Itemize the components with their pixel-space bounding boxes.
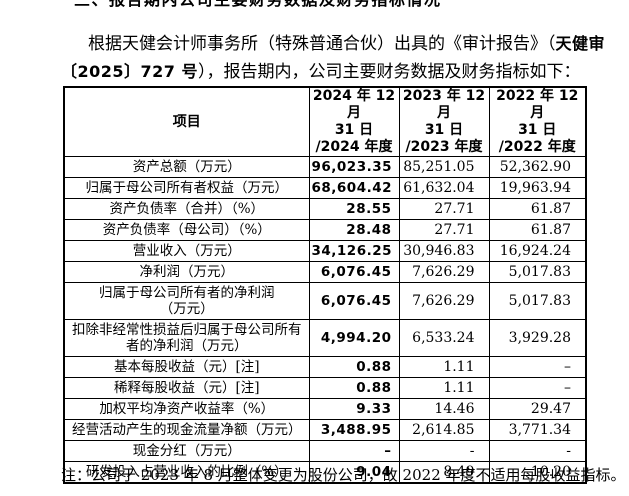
intro-text: 根据天健会计师事务所（特殊普通合伙）出具的《审计报告》（ xyxy=(88,34,556,54)
table-row: 基本每股收益（元）[注] 0.88 1.11 – xyxy=(63,356,587,378)
value-2022: 3,929.28 xyxy=(488,319,587,357)
row-label: 基本每股收益（元）[注] xyxy=(63,356,310,378)
value-2022: 61.87 xyxy=(488,219,587,241)
header-2024-column: 2024 年 12 月 31 日 /2024 年度 xyxy=(308,86,400,157)
value-2022: 16,924.24 xyxy=(488,240,587,262)
value-2023: 61,632.04 xyxy=(398,177,490,199)
row-label: 扣除非经常性损益后归属于母公司所有 者的净利润（万元） xyxy=(63,319,310,357)
value-2024: – xyxy=(308,440,400,462)
value-2022: – xyxy=(488,356,587,378)
table-row: 加权平均净资产收益率（%） 9.33 14.46 29.47 xyxy=(63,398,587,420)
table-row: 稀释每股收益（元）[注] 0.88 1.11 – xyxy=(63,377,587,399)
value-2023: 85,251.05 xyxy=(398,156,490,178)
row-label: 资产总额（万元） xyxy=(63,156,310,178)
intro-paragraph: 根据天健会计师事务所（特殊普通合伙）出具的《审计报告》（天健审 〔2025〕72… xyxy=(61,30,606,86)
row-label: 资产负债率（合并）（%） xyxy=(63,198,310,220)
table-row: 营业收入（万元） 34,126.25 30,946.83 16,924.24 xyxy=(63,240,587,262)
table-row: 归属于母公司所有者权益（万元） 68,604.42 61,632.04 19,9… xyxy=(63,177,587,199)
row-label: 研发投入占营业收入的比例（%） xyxy=(63,461,310,484)
table-row: 经营活动产生的现金流量净额（万元） 3,488.95 2,614.85 3,77… xyxy=(63,419,587,441)
header-2023-column: 2023 年 12 月 31 日 /2023 年度 xyxy=(398,86,490,157)
value-2024: 68,604.42 xyxy=(308,177,400,199)
value-2024: 6,076.45 xyxy=(308,261,400,283)
row-label: 归属于母公司所有者权益（万元） xyxy=(63,177,310,199)
table-header-row: 项目 2024 年 12 月 31 日 /2024 年度 2023 年 12 月… xyxy=(63,86,587,157)
value-2024: 4,994.20 xyxy=(308,319,400,357)
value-2024: 96,023.35 xyxy=(308,156,400,178)
row-label: 加权平均净资产收益率（%） xyxy=(63,398,310,420)
value-2024: 3,488.95 xyxy=(308,419,400,441)
table-row: 扣除非经常性损益后归属于母公司所有 者的净利润（万元） 4,994.20 6,5… xyxy=(63,319,587,357)
intro-paragraph-line1: 根据天健会计师事务所（特殊普通合伙）出具的《审计报告》（天健审 xyxy=(61,30,606,58)
value-2023: - xyxy=(398,440,490,462)
value-2022: - xyxy=(488,440,587,462)
value-2022: 10.20 xyxy=(488,461,587,484)
header-item-column: 项目 xyxy=(63,86,310,157)
value-2023: 27.71 xyxy=(398,219,490,241)
value-2022: 5,017.83 xyxy=(488,282,587,320)
clipped-section-heading-text: 三、报告期内公司主要财务数据及财务指标情况 xyxy=(74,0,454,7)
table-body: 资产总额（万元） 96,023.35 85,251.05 52,362.90 归… xyxy=(63,156,587,484)
value-2023: 2,614.85 xyxy=(398,419,490,441)
value-2024: 6,076.45 xyxy=(308,282,400,320)
financial-indicators-table: 项目 2024 年 12 月 31 日 /2024 年度 2023 年 12 月… xyxy=(63,86,587,484)
table-row: 资产总额（万元） 96,023.35 85,251.05 52,362.90 xyxy=(63,156,587,178)
value-2022: 5,017.83 xyxy=(488,261,587,283)
intro-text: ），报告期内，公司主要财务数据及财务指标如下： xyxy=(198,62,581,82)
value-2022: 61.87 xyxy=(488,198,587,220)
value-2024: 0.88 xyxy=(308,356,400,378)
value-2022: – xyxy=(488,377,587,399)
value-2023: 7,626.29 xyxy=(398,261,490,283)
value-2023: 14.46 xyxy=(398,398,490,420)
value-2023: 7,626.29 xyxy=(398,282,490,320)
clipped-section-heading: 三、报告期内公司主要财务数据及财务指标情况 xyxy=(74,0,454,7)
value-2024: 28.55 xyxy=(308,198,400,220)
value-2023: 6,533.24 xyxy=(398,319,490,357)
value-2022: 52,362.90 xyxy=(488,156,587,178)
row-label: 资产负债率（母公司）（%） xyxy=(63,219,310,241)
value-2024: 28.48 xyxy=(308,219,400,241)
value-2022: 19,963.94 xyxy=(488,177,587,199)
row-label: 稀释每股收益（元）[注] xyxy=(63,377,310,399)
footnote: 注：公司于 2023 年 8 月整体变更为股份公司，故 2022 年度不适用每股… xyxy=(61,466,626,484)
table-row: 资产负债率（母公司）（%） 28.48 27.71 61.87 xyxy=(63,219,587,241)
value-2024: 0.88 xyxy=(308,377,400,399)
value-2023: 1.11 xyxy=(398,377,490,399)
table-row: 资产负债率（合并）（%） 28.55 27.71 61.87 xyxy=(63,198,587,220)
intro-paragraph-line2: 〔2025〕727 号），报告期内，公司主要财务数据及财务指标如下： xyxy=(61,58,606,86)
audit-report-number-bold: 天健审 xyxy=(555,34,606,53)
table-header: 项目 2024 年 12 月 31 日 /2024 年度 2023 年 12 月… xyxy=(63,86,587,157)
audit-report-number-bold: 〔2025〕727 号 xyxy=(61,62,199,81)
value-2022: 3,771.34 xyxy=(488,419,587,441)
row-label: 净利润（万元） xyxy=(63,261,310,283)
value-2022: 29.47 xyxy=(488,398,587,420)
value-2023: 8.49 xyxy=(398,461,490,484)
value-2024: 34,126.25 xyxy=(308,240,400,262)
value-2023: 30,946.83 xyxy=(398,240,490,262)
row-label: 经营活动产生的现金流量净额（万元） xyxy=(63,419,310,441)
header-2022-column: 2022 年 12 月 31 日 /2022 年度 xyxy=(488,86,587,157)
table-row: 净利润（万元） 6,076.45 7,626.29 5,017.83 xyxy=(63,261,587,283)
table-row: 现金分红（万元） – - - xyxy=(63,440,587,462)
table-row: 归属于母公司所有者的净利润 （万元） 6,076.45 7,626.29 5,0… xyxy=(63,282,587,320)
value-2023: 27.71 xyxy=(398,198,490,220)
value-2024: 9.33 xyxy=(308,398,400,420)
row-label: 现金分红（万元） xyxy=(63,440,310,462)
value-2023: 1.11 xyxy=(398,356,490,378)
row-label: 归属于母公司所有者的净利润 （万元） xyxy=(63,282,310,320)
table-row: 研发投入占营业收入的比例（%） 9.04 8.49 10.20 xyxy=(63,461,587,484)
row-label: 营业收入（万元） xyxy=(63,240,310,262)
